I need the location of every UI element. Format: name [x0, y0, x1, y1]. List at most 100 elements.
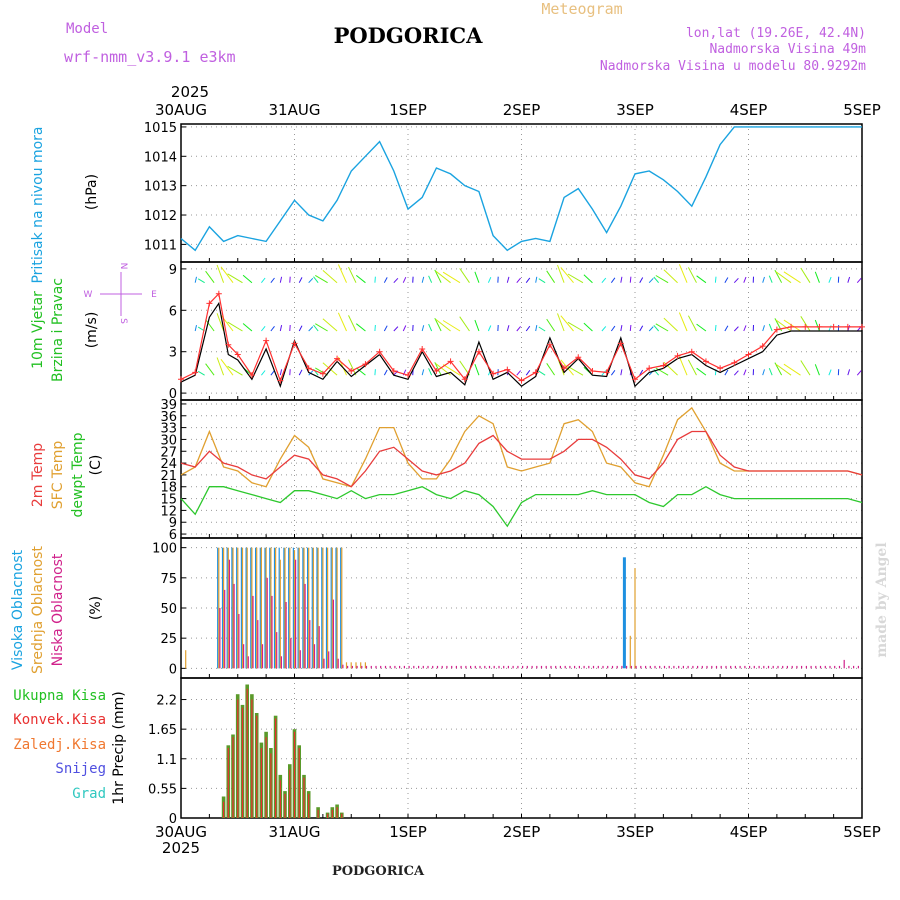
cloud-ytick-label: 25 [160, 632, 177, 647]
wind-arrow [315, 323, 328, 332]
temp-ytick-label: 21 [160, 469, 177, 484]
cloud-bar [350, 662, 352, 669]
wind-gust-marker [816, 323, 823, 330]
precip-conv-bar [265, 737, 267, 818]
cloud-bar [337, 658, 339, 669]
cloud-bar [290, 638, 292, 669]
cloud-bar [308, 547, 310, 669]
wind-arrow [535, 325, 538, 332]
wind-arrow [783, 363, 801, 376]
cloud-bar [422, 665, 424, 669]
wind-arrow [374, 324, 376, 332]
wind-arrow [648, 326, 654, 332]
cloud-bar [801, 665, 803, 669]
cloud-bar [403, 665, 405, 669]
cloud-bar [592, 665, 595, 669]
pressure-unit: (hPa) [84, 174, 100, 210]
cloud-bar [611, 665, 614, 669]
wind-gust-marker [575, 354, 582, 361]
cloud-bar [588, 665, 590, 669]
wind-gust-marker [773, 326, 780, 333]
cloud-bar [550, 665, 552, 669]
wind-arrow [279, 276, 283, 283]
wind-gust-marker [215, 290, 222, 297]
wind-arrow [242, 323, 253, 332]
compass-north: N [118, 263, 128, 270]
cloud-bar [824, 665, 826, 669]
cloud-bar [540, 665, 543, 669]
x-label-bottom: 2SEP [503, 823, 541, 841]
wind-label-2: Brzina i Pravac [50, 278, 66, 382]
wind-arrow [197, 370, 205, 376]
wind-arrow [435, 319, 451, 332]
wind-arrow [393, 277, 399, 284]
precip-ytick-label: 2.2 [156, 694, 177, 709]
precip-unit: 1hr Precip (mm) [111, 691, 127, 804]
wind-arrow [620, 369, 623, 376]
wind-arrow [856, 370, 862, 376]
cloud-bar [465, 665, 467, 669]
cloud-bar [531, 665, 533, 669]
cloud-bar [555, 665, 557, 669]
cloud-bar [217, 547, 219, 669]
wind-gust-marker [632, 376, 638, 383]
cloud-bar [730, 665, 732, 669]
precip-conv-bar [331, 809, 333, 818]
cloud-bar [243, 644, 245, 669]
cloud-bar [269, 547, 271, 669]
wind-arrow [487, 276, 492, 283]
cloud-ytick-label: 0 [169, 662, 177, 677]
cloud-bar [796, 665, 798, 669]
wind-arrow [714, 276, 717, 283]
wind-arrow [393, 326, 399, 332]
x-label-bottom: 3SEP [616, 823, 654, 841]
wind-arrow [313, 276, 319, 284]
page-title: PODGORICA [334, 23, 484, 48]
wind-gust-marker [759, 343, 766, 350]
cloud-bar [697, 665, 699, 669]
wind-gust-marker [802, 323, 809, 330]
precip-conv-bar [341, 813, 343, 818]
cloud-bar [219, 608, 221, 669]
cloud-bar [365, 665, 368, 669]
wind-arrow [610, 277, 616, 283]
cloud-bar [384, 665, 387, 669]
cloud-bar [293, 550, 296, 669]
cloud-bar [236, 547, 238, 669]
cloud-bar [744, 665, 746, 669]
cloud-bar [512, 665, 514, 669]
precip-ytick-label: 0.55 [148, 782, 177, 797]
wind-arrow [270, 370, 275, 376]
cloud-bar [257, 620, 259, 669]
wind-arrow [696, 367, 707, 376]
cloud-bar [474, 665, 476, 669]
wind-arrow [610, 370, 616, 376]
precip-conv-bar [308, 793, 310, 818]
x-label-top: 2SEP [503, 101, 541, 119]
wind-arrow [714, 324, 717, 332]
cloud-bar [284, 547, 286, 669]
wind-arrow [696, 323, 707, 332]
cloud-bar [767, 665, 770, 669]
wind-arrow [629, 324, 632, 332]
wind-arrow [322, 362, 338, 376]
cloud-bar [749, 665, 751, 669]
cloud-bar [484, 665, 486, 669]
wind-gust-marker [603, 369, 610, 376]
year-top: 2025 [171, 83, 209, 101]
x-label-bottom: 1SEP [389, 823, 427, 841]
cloud-bar [299, 650, 301, 669]
cloud-bar [303, 547, 305, 669]
x-label-top: 4SEP [730, 101, 768, 119]
wind-arrow [355, 275, 366, 284]
wind-arrow [442, 271, 461, 284]
wind-unit: (m/s) [84, 312, 100, 349]
precip-conv-bar [279, 780, 281, 818]
wind-arrow [298, 277, 303, 283]
pressure-ytick-label: 1015 [144, 121, 177, 136]
cloud-bar [317, 547, 319, 669]
wind-arrow [205, 319, 215, 332]
wind-arrow [205, 363, 215, 376]
wind-arrow [687, 267, 697, 283]
cloud-bar [805, 665, 807, 669]
